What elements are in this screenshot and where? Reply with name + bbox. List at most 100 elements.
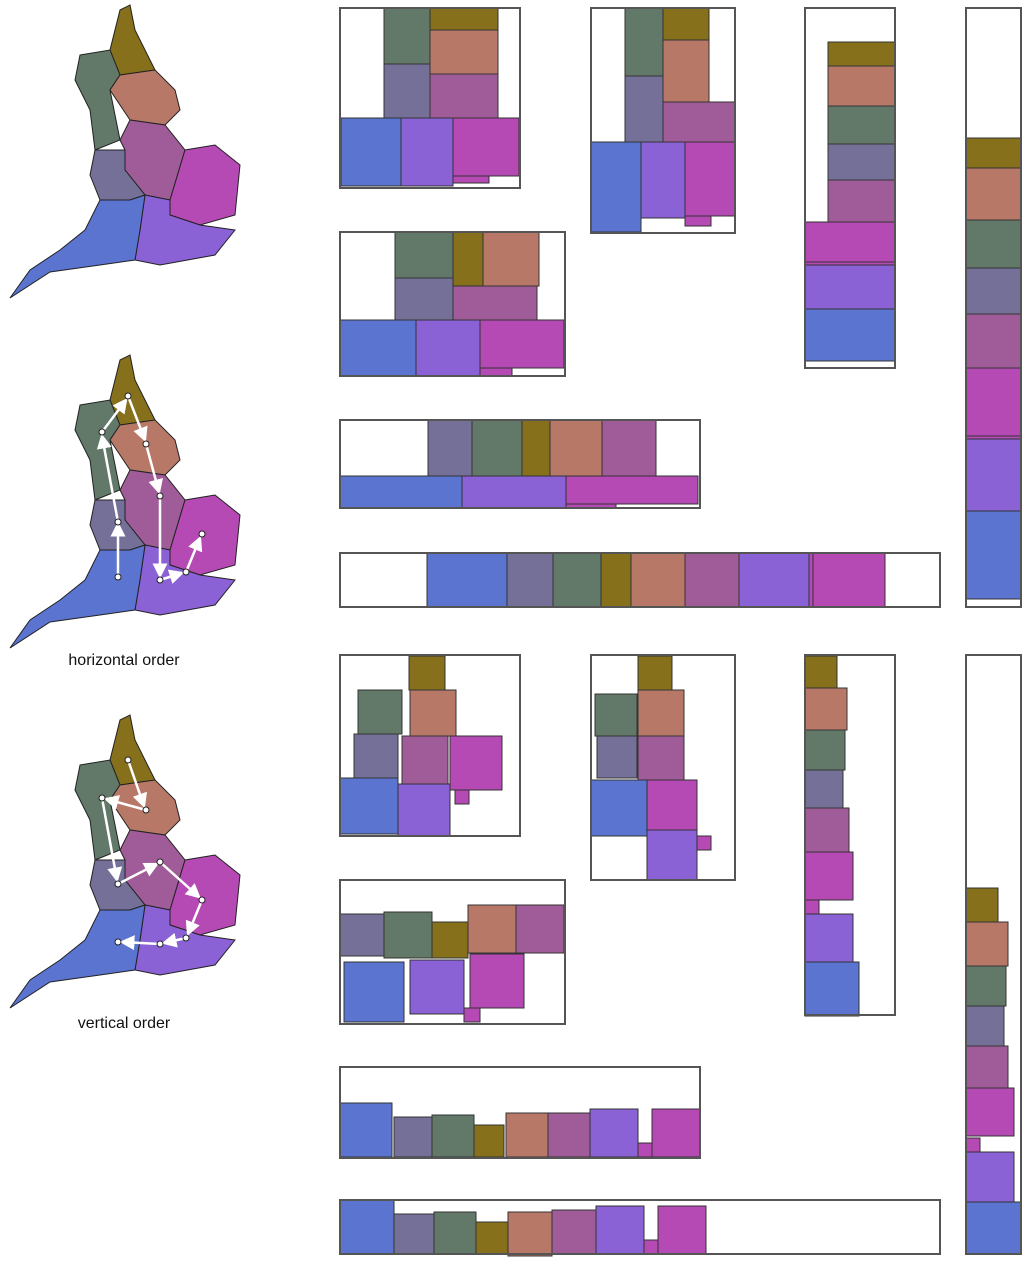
region-cell (965, 1137, 981, 1153)
region-cell (429, 29, 499, 75)
region-cell (482, 231, 540, 287)
region-cell (808, 552, 814, 608)
region-cell (662, 39, 710, 103)
region-cell (383, 7, 431, 65)
panel-frame (339, 1066, 701, 1159)
region-cell (461, 475, 567, 509)
map (9, 354, 241, 649)
region-cell (965, 965, 1007, 1007)
region-cell (804, 687, 848, 731)
region-cell (452, 285, 538, 321)
region-cell (965, 1005, 1005, 1047)
panel-frame (804, 654, 896, 1016)
region-cell (601, 419, 657, 477)
region-cell (408, 655, 446, 691)
region-cell (637, 735, 685, 781)
region-cell (804, 961, 860, 1017)
region-cell (651, 1108, 701, 1158)
region-cell (630, 552, 686, 608)
region-cell (595, 1205, 645, 1255)
panel-frame (339, 879, 566, 1025)
region-cell (827, 143, 896, 181)
region-cell (600, 552, 632, 608)
region-cell (429, 7, 499, 31)
region-cell (827, 179, 896, 223)
region-cell (383, 911, 433, 959)
region-cell (804, 851, 854, 901)
region-cell (596, 735, 638, 779)
panel-frame (339, 7, 521, 189)
region-cell (827, 41, 896, 67)
region-cell (427, 419, 473, 477)
region-cell (394, 277, 454, 321)
region-cell (804, 807, 850, 853)
region-cell (473, 1124, 505, 1158)
panel-frame (590, 7, 736, 234)
region-cell (696, 835, 712, 851)
region-cell (471, 419, 523, 477)
region-cell (393, 1213, 435, 1255)
region-cell (804, 655, 838, 689)
region-cell (804, 769, 844, 809)
region-cell (657, 1205, 707, 1255)
route-horizontal (96, 392, 206, 584)
region-cell (551, 1209, 597, 1255)
panel-frame (590, 654, 736, 881)
region-cell (812, 552, 886, 608)
region-cell (409, 689, 457, 737)
region-cell (431, 1114, 475, 1158)
region-cell (340, 117, 402, 187)
region-cell (624, 75, 664, 143)
region-cell (479, 319, 565, 369)
region-cell (804, 913, 854, 963)
region-cell (454, 789, 470, 805)
region-cell (827, 105, 896, 145)
region-cell (506, 552, 554, 608)
panel-frame (339, 419, 701, 509)
region-cell (965, 219, 1022, 269)
region-cell (507, 1211, 553, 1257)
region-cell (684, 141, 736, 217)
region-cell (624, 7, 664, 77)
region-cell (684, 552, 740, 608)
region-cell (452, 175, 490, 184)
panel-frame (965, 654, 1022, 1255)
region-cell (449, 735, 503, 791)
region-cell (590, 779, 648, 837)
region-cell (965, 438, 1022, 512)
region-cell (637, 1142, 653, 1158)
region-cell (393, 1116, 433, 1158)
region-cell (684, 215, 712, 227)
region-cell (547, 1112, 591, 1158)
region-cell (552, 552, 602, 608)
region-cell (505, 1112, 551, 1158)
region-cell (662, 7, 710, 41)
panel-frame (965, 7, 1022, 608)
region-cell (383, 63, 431, 119)
region-cell (965, 1087, 1015, 1137)
panel-frame (339, 231, 566, 377)
region-cell (397, 783, 451, 837)
region-cell (804, 308, 896, 362)
panel-frame (339, 1199, 941, 1255)
region-cell (646, 829, 698, 881)
region-cell (409, 959, 465, 1015)
region-cell (400, 117, 454, 187)
panel-frame (804, 7, 896, 369)
region-cell (339, 319, 417, 377)
region-cell (804, 729, 846, 771)
region-cell (357, 689, 403, 735)
region-cell (965, 167, 1022, 221)
region-cell (463, 1007, 481, 1023)
region-cell (804, 899, 820, 915)
map-label: horizontal order (68, 652, 180, 669)
region-cell (594, 693, 638, 737)
region-cell (431, 921, 469, 959)
region-cell (339, 1102, 393, 1158)
region-cell (646, 779, 698, 831)
region-cell (343, 961, 405, 1023)
region-cell (738, 552, 810, 608)
region-cell (339, 777, 399, 835)
region-cell (394, 231, 454, 279)
